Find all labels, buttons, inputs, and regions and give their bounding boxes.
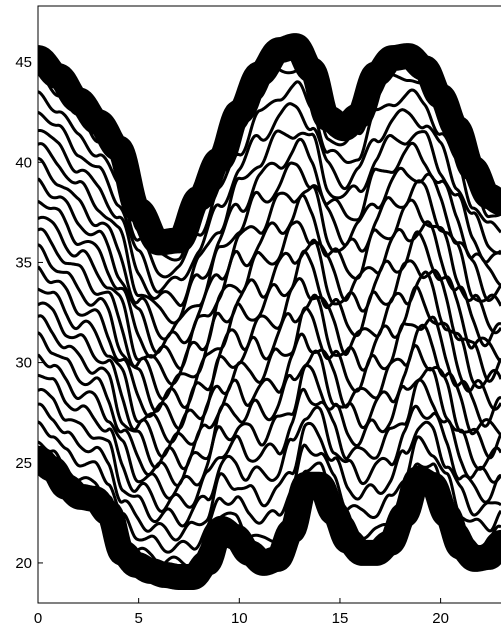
interior-line-7	[38, 177, 501, 355]
y-tick-label: 45	[15, 54, 32, 71]
interior-line-19	[38, 387, 501, 528]
interior-line-9	[38, 215, 501, 386]
axis-ticks: 0 5 10 15 20 20 25 30 35 40 45	[15, 54, 449, 627]
upper-boundary-thick	[38, 33, 501, 256]
y-tick-label: 40	[15, 154, 32, 171]
y-tick-label: 30	[15, 355, 32, 372]
interior-line-8	[38, 193, 501, 371]
y-tick-label: 25	[15, 455, 32, 472]
interior-line-4	[38, 129, 501, 308]
y-tick-label: 20	[15, 555, 32, 572]
x-tick-label: 0	[34, 610, 42, 627]
interior-line-11	[38, 243, 501, 413]
interior-line-21	[38, 420, 501, 554]
interior-line-17	[38, 353, 501, 500]
interior-line-16	[38, 331, 501, 487]
interior-line-3	[38, 102, 501, 294]
x-tick-label: 20	[432, 610, 449, 627]
chart-lines	[38, 33, 501, 590]
interior-line-20	[38, 402, 501, 542]
interior-line-15	[38, 314, 501, 471]
lower-boundary-thick	[38, 445, 501, 590]
y-tick-label: 35	[15, 254, 32, 271]
interior-line-5	[38, 137, 501, 325]
x-tick-label: 15	[332, 610, 349, 627]
interior-line-18	[38, 373, 501, 513]
axes-frame	[37, 5, 501, 604]
interior-line-12	[38, 265, 501, 431]
x-tick-label: 10	[231, 610, 248, 627]
interior-line-6	[38, 157, 501, 341]
x-tick-label: 5	[134, 610, 142, 627]
